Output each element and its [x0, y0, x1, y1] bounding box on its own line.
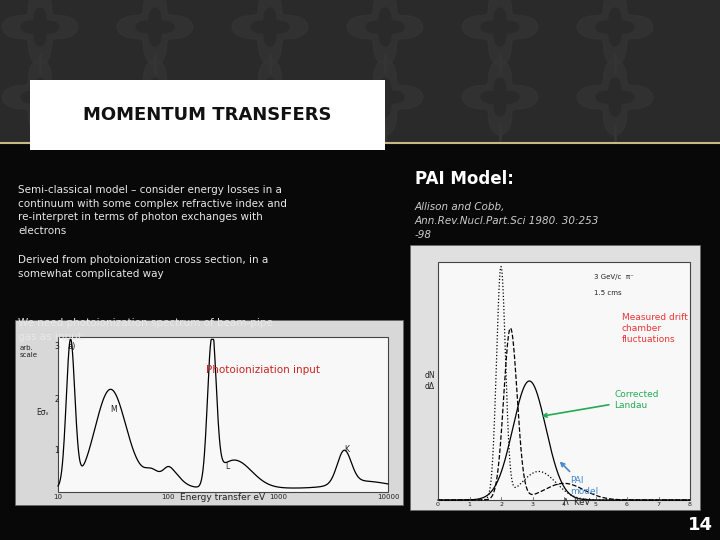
Text: 5: 5	[593, 502, 598, 507]
Polygon shape	[366, 78, 404, 116]
Bar	[410, 245, 700, 510]
Polygon shape	[462, 0, 538, 65]
Text: Λ  KeV: Λ KeV	[563, 498, 590, 507]
Bar	[0, 0, 720, 143]
Polygon shape	[2, 0, 78, 65]
Text: 3: 3	[531, 502, 534, 507]
Text: 14: 14	[688, 516, 713, 534]
Text: We need photoionization spectrum of beam-pipe
gas as input:: We need photoionization spectrum of beam…	[18, 318, 273, 342]
Polygon shape	[347, 0, 423, 65]
Polygon shape	[233, 0, 308, 65]
Text: PAI
model: PAI model	[561, 463, 598, 496]
Text: 2: 2	[54, 395, 59, 403]
Text: 10000: 10000	[377, 494, 400, 500]
Text: arb.
scale: arb. scale	[20, 345, 38, 358]
Polygon shape	[596, 78, 634, 116]
Polygon shape	[366, 8, 404, 46]
Polygon shape	[21, 78, 59, 116]
Polygon shape	[481, 78, 519, 116]
Text: Derived from photoionization cross section, in a
somewhat complicated way: Derived from photoionization cross secti…	[18, 255, 269, 279]
Text: 6: 6	[625, 502, 629, 507]
Polygon shape	[117, 0, 193, 65]
Text: 1.5 cms: 1.5 cms	[594, 291, 622, 296]
Polygon shape	[347, 59, 423, 135]
Polygon shape	[136, 8, 174, 46]
Polygon shape	[233, 59, 308, 135]
Bar	[58, 337, 388, 492]
Text: 1: 1	[467, 502, 472, 507]
Polygon shape	[117, 59, 193, 135]
Polygon shape	[136, 78, 174, 116]
Text: Eσᵥ: Eσᵥ	[37, 408, 49, 417]
Text: 1000: 1000	[269, 494, 287, 500]
Text: dN
dΔ: dN dΔ	[425, 372, 436, 391]
Text: Photoioniziation input: Photoioniziation input	[206, 364, 320, 375]
Text: M: M	[110, 405, 117, 414]
Text: 7: 7	[657, 502, 660, 507]
Text: 0: 0	[436, 502, 440, 507]
Polygon shape	[577, 0, 653, 65]
Polygon shape	[21, 8, 59, 46]
Polygon shape	[481, 8, 519, 46]
Polygon shape	[462, 59, 538, 135]
Text: Corrected
Landau: Corrected Landau	[544, 390, 659, 417]
Polygon shape	[251, 78, 289, 116]
Text: MOMENTUM TRANSFERS: MOMENTUM TRANSFERS	[84, 106, 332, 124]
Text: 2: 2	[499, 502, 503, 507]
Text: Semi-classical model – consider energy losses in a
continuum with some complex r: Semi-classical model – consider energy l…	[18, 185, 287, 236]
Text: 10: 10	[53, 494, 63, 500]
Polygon shape	[251, 8, 289, 46]
Bar	[438, 262, 690, 500]
Text: PAI Model:: PAI Model:	[415, 170, 514, 188]
Text: K: K	[344, 445, 349, 454]
Text: Energy transfer eV: Energy transfer eV	[181, 493, 266, 502]
Text: L: L	[226, 462, 230, 470]
Polygon shape	[596, 8, 634, 46]
Text: 3 GeV/c  π⁻: 3 GeV/c π⁻	[594, 274, 634, 280]
Polygon shape	[577, 59, 653, 135]
Text: 100: 100	[161, 494, 175, 500]
Text: 3: 3	[54, 342, 59, 351]
Text: 1: 1	[54, 446, 59, 455]
Text: Allison and Cobb,
Ann.Rev.Nucl.Part.Sci 1980. 30:253
-98: Allison and Cobb, Ann.Rev.Nucl.Part.Sci …	[415, 202, 599, 240]
Bar	[15, 320, 403, 505]
Bar	[30, 80, 385, 150]
Text: 4: 4	[562, 502, 566, 507]
Text: 8: 8	[688, 502, 692, 507]
Text: Measured drift
chamber
fluctuations: Measured drift chamber fluctuations	[622, 313, 688, 344]
Polygon shape	[2, 59, 78, 135]
Text: a): a)	[68, 342, 76, 351]
